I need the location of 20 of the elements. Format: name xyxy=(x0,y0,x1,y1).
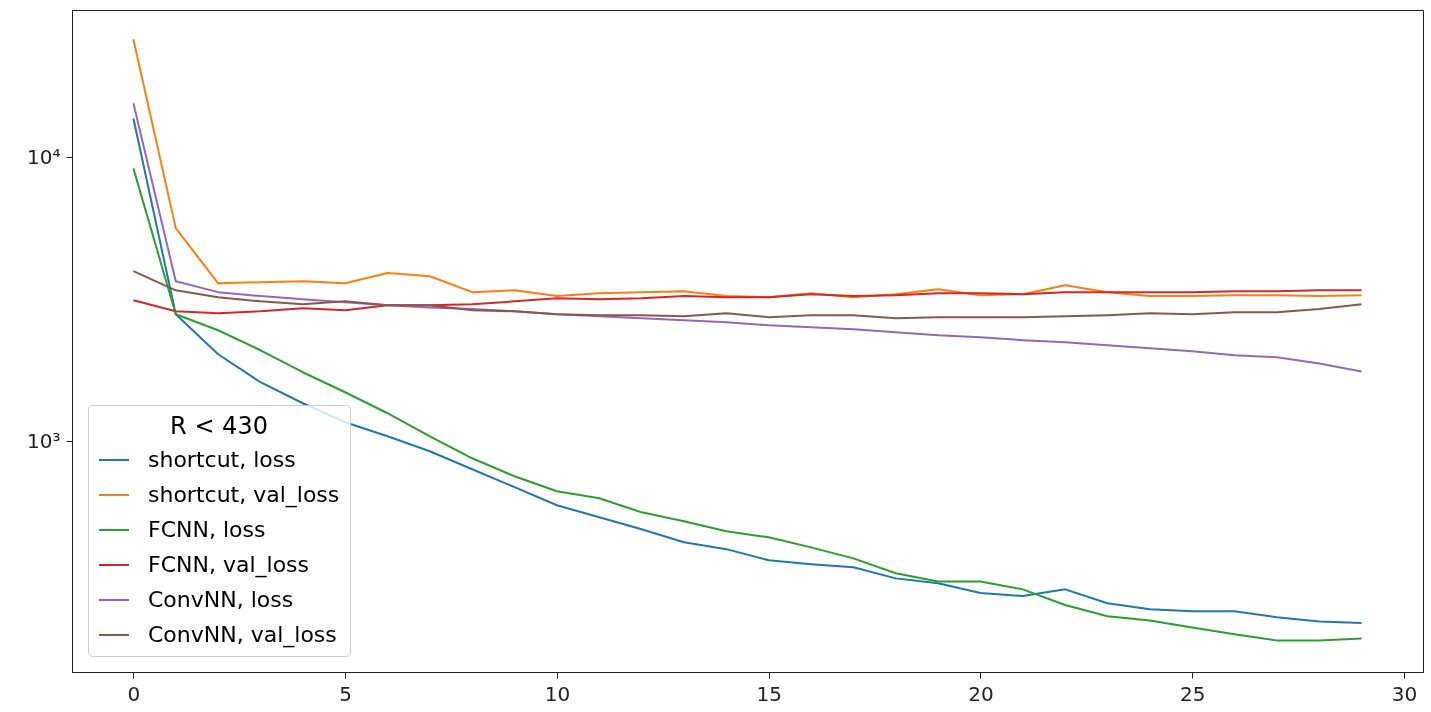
legend-label: shortcut, loss xyxy=(148,447,296,472)
legend-label: shortcut, val_loss xyxy=(148,482,340,508)
legend-title: R < 430 xyxy=(170,412,268,440)
x-tick-label: 0 xyxy=(127,681,141,706)
legend-label: FCNN, loss xyxy=(148,517,266,542)
x-tick-label: 15 xyxy=(756,681,782,706)
line-series xyxy=(132,102,1363,373)
line-series xyxy=(132,289,1363,315)
x-tick-label: 20 xyxy=(968,681,994,706)
x-tick-label: 10 xyxy=(544,681,571,706)
line-series xyxy=(132,270,1363,320)
line-series xyxy=(132,38,1363,299)
x-tick-label: 5 xyxy=(339,681,353,706)
legend-label: ConvNN, loss xyxy=(148,587,294,612)
y-tick-label: 10³ xyxy=(27,428,61,453)
x-tick-label: 25 xyxy=(1179,681,1206,706)
legend-label: ConvNN, val_loss xyxy=(148,622,337,648)
legend-label: FCNN, val_loss xyxy=(148,552,310,578)
y-tick-label: 10⁴ xyxy=(27,144,61,169)
x-tick-label: 30 xyxy=(1391,681,1418,706)
